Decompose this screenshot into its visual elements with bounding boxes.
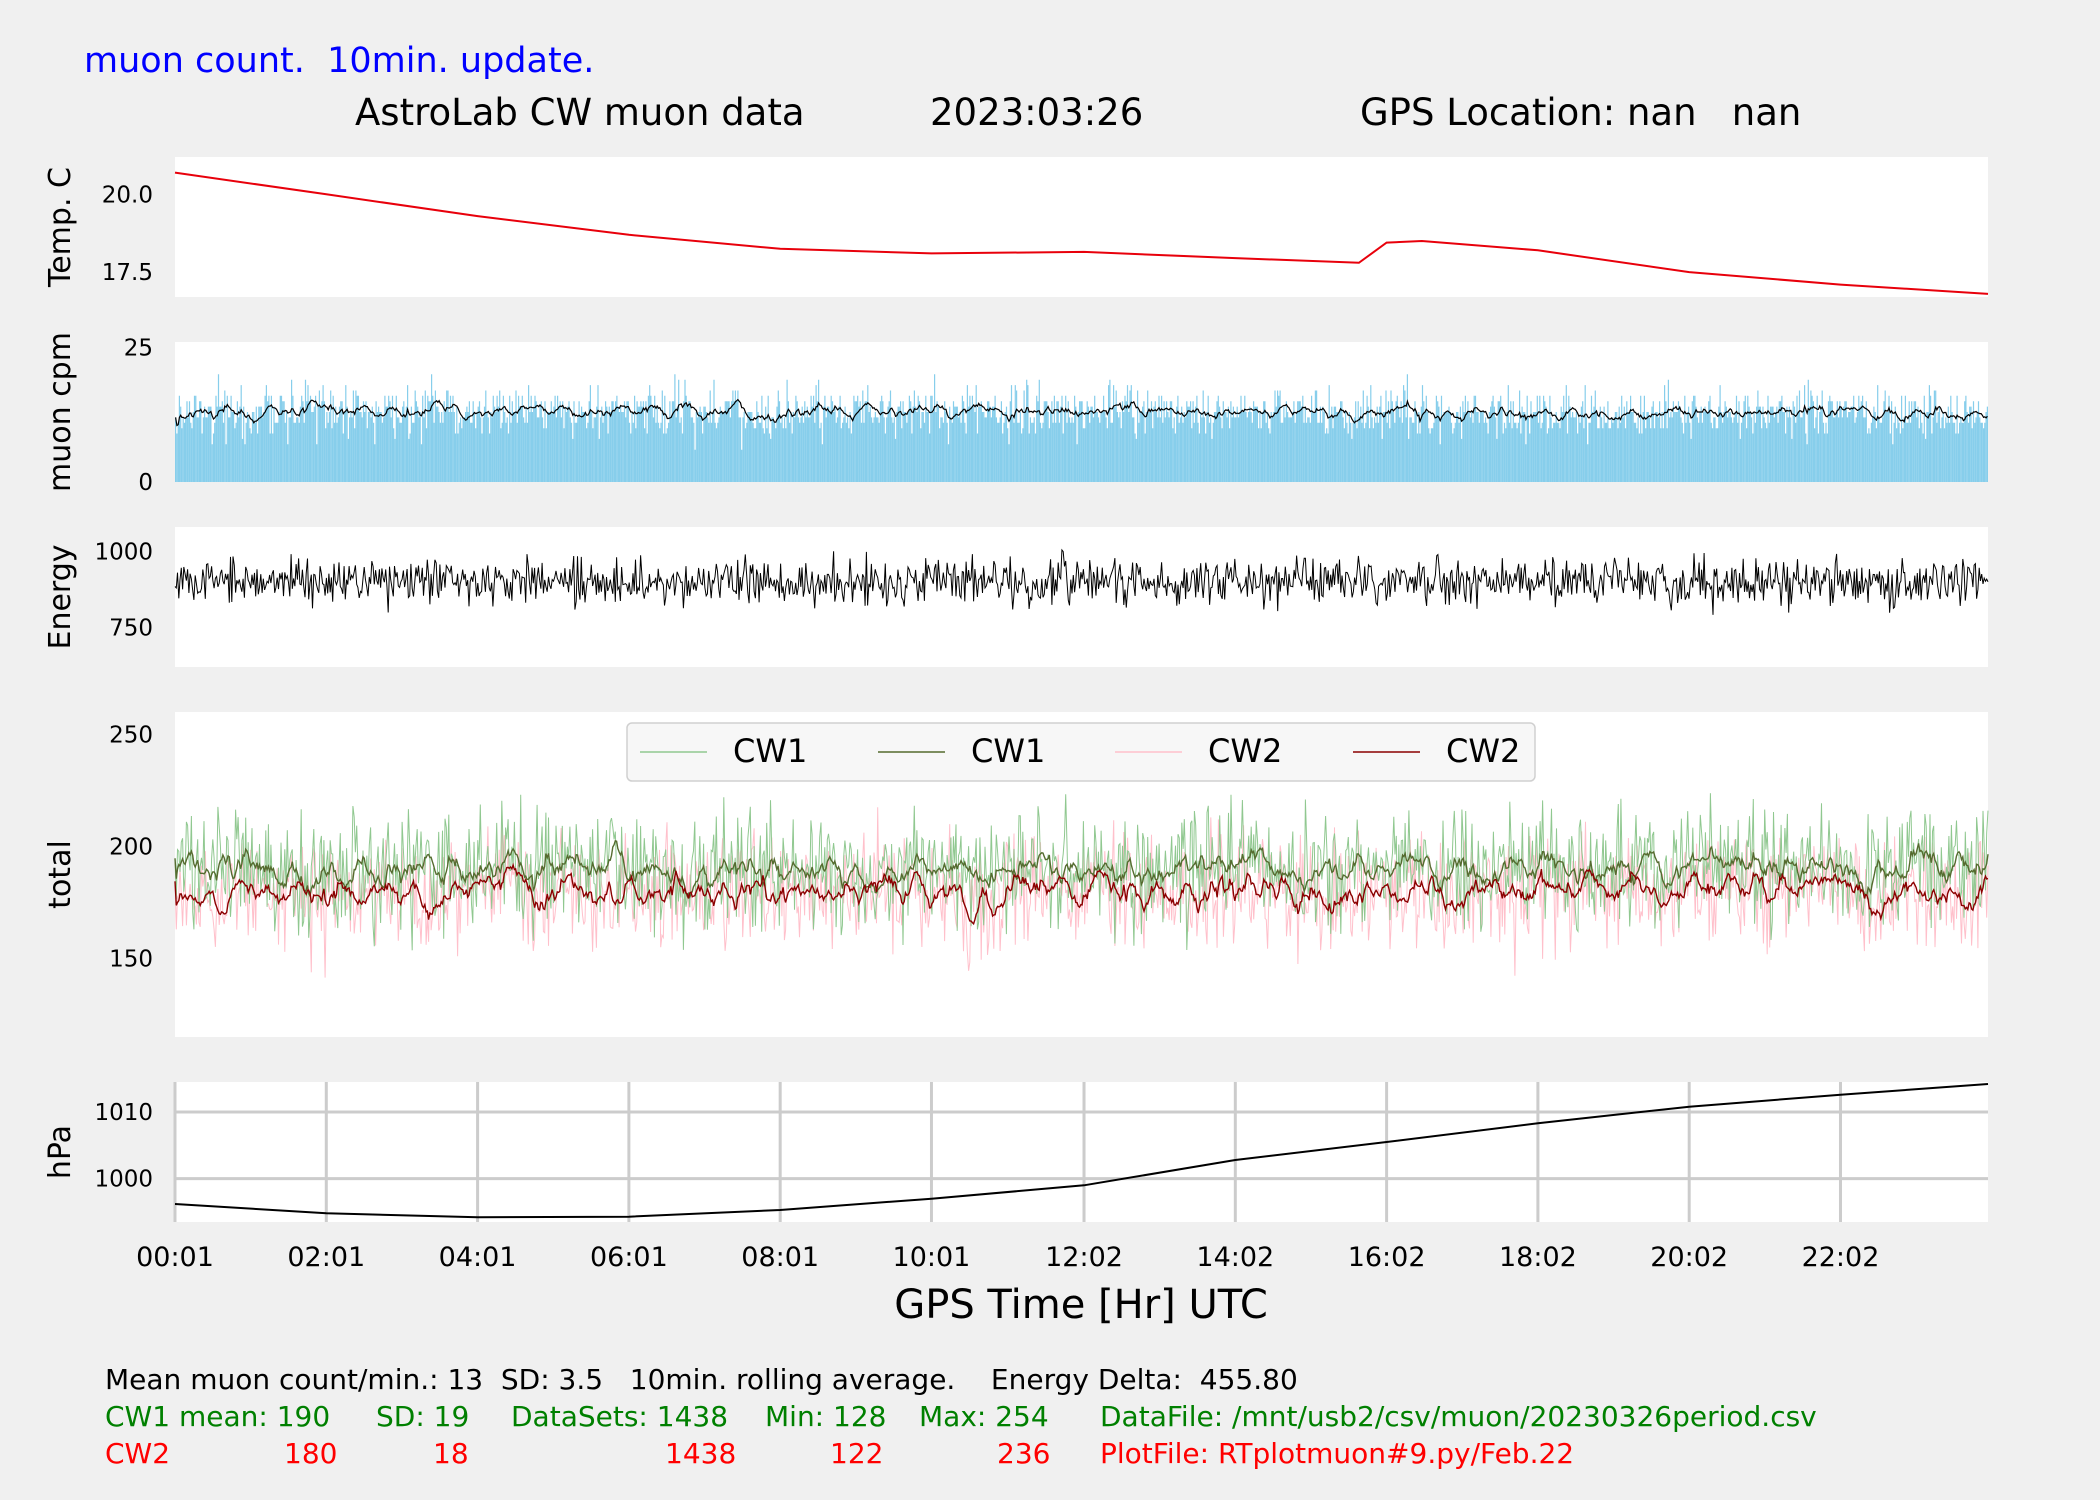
xtick-label: 06:01 <box>590 1242 668 1273</box>
panel-pressure <box>175 1082 1988 1222</box>
gps-location: GPS Location: nan nan <box>1360 91 1802 134</box>
muon-count-bars <box>175 374 1988 482</box>
xtick-label: 18:02 <box>1499 1242 1577 1273</box>
panel-temperature <box>175 157 1988 297</box>
ytick-label-total: 250 <box>109 722 153 748</box>
ytick-label-muon: 25 <box>124 335 153 361</box>
xtick-label: 20:02 <box>1650 1242 1728 1273</box>
chart-title: AstroLab CW muon data <box>355 91 805 134</box>
xtick-label: 12:02 <box>1045 1242 1123 1273</box>
chart-date: 2023:03:26 <box>930 91 1144 134</box>
ytick-label-temperature: 17.5 <box>102 260 153 286</box>
ytick-label-temperature: 20.0 <box>102 182 153 208</box>
cw2-plotfile: PlotFile: RTplotmuon#9.py/Feb.22 <box>1100 1437 1575 1470</box>
cw2-label: CW2 <box>105 1437 171 1470</box>
ylabel-total: total <box>43 840 78 909</box>
cw1-min: Min: 128 <box>765 1400 887 1433</box>
cw2-sd: 18 <box>433 1437 469 1470</box>
ytick-label-energy: 750 <box>109 615 153 641</box>
xtick-label: 10:01 <box>893 1242 971 1273</box>
ylabel-pressure: hPa <box>43 1125 78 1179</box>
xtick-label: 16:02 <box>1348 1242 1426 1273</box>
panel-energy <box>175 527 1988 667</box>
legend: CW1 CW1 CW2 CW2 <box>626 722 1536 782</box>
legend-label-4: CW2 <box>1446 732 1520 770</box>
ytick-label-total: 200 <box>109 834 153 860</box>
update-note: muon count. 10min. update. <box>84 41 595 81</box>
cw1-mean: CW1 mean: 190 <box>105 1400 331 1433</box>
cw1-datafile: DataFile: /mnt/usb2/csv/muon/20230326per… <box>1100 1400 1817 1433</box>
stats-summary: Mean muon count/min.: 13 SD: 3.5 10min. … <box>105 1363 1298 1396</box>
energy-line <box>174 548 1989 615</box>
ytick-label-muon: 0 <box>138 470 153 496</box>
legend-label-2: CW1 <box>971 732 1045 770</box>
cw2-mean: 180 <box>284 1437 338 1470</box>
xtick-label: 02:01 <box>287 1242 365 1273</box>
xtick-label: 00:01 <box>136 1242 214 1273</box>
xtick-label: 08:01 <box>741 1242 819 1273</box>
legend-label-3: CW2 <box>1208 732 1282 770</box>
cw2-average-line <box>174 862 1989 926</box>
ytick-label-energy: 1000 <box>94 539 153 565</box>
cw1-average-line <box>174 839 1989 899</box>
cw1-sd: SD: 19 <box>376 1400 470 1433</box>
cw1-datasets: DataSets: 1438 <box>511 1400 729 1433</box>
xtick-label: 22:02 <box>1802 1242 1880 1273</box>
ylabel-muon: muon cpm <box>43 332 78 492</box>
pressure-line <box>174 1083 1989 1219</box>
x-axis-label: GPS Time [Hr] UTC <box>894 1282 1268 1328</box>
muon-rolling-average-line <box>175 398 1988 427</box>
ytick-label-total: 150 <box>109 947 153 973</box>
cw2-datasets: 1438 <box>665 1437 737 1470</box>
temperature-line <box>174 171 1989 295</box>
cw1-max: Max: 254 <box>919 1400 1049 1433</box>
xtick-label: 04:01 <box>439 1242 517 1273</box>
ylabel-energy: Energy <box>43 544 78 649</box>
xtick-label: 14:02 <box>1196 1242 1274 1273</box>
cw2-min: 122 <box>830 1437 884 1470</box>
cw2-max: 236 <box>997 1437 1051 1470</box>
legend-label-1: CW1 <box>733 732 807 770</box>
ylabel-temperature: Temp. C <box>43 167 78 288</box>
ytick-label-pressure: 1010 <box>94 1100 153 1126</box>
ytick-label-pressure: 1000 <box>94 1167 153 1193</box>
legend-box <box>626 722 1536 782</box>
